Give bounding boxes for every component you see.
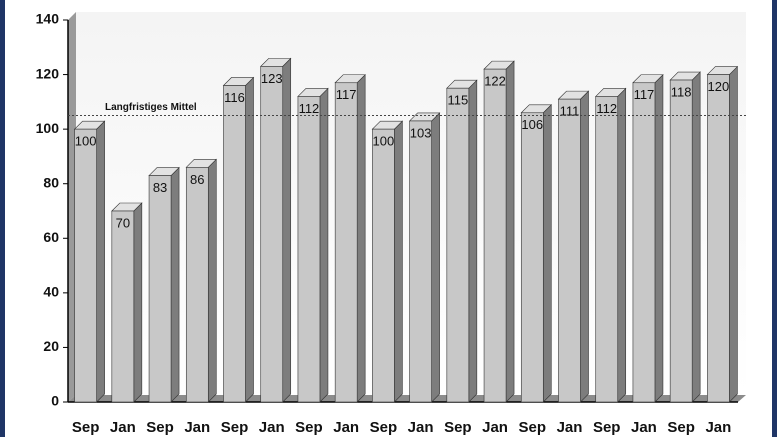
x-tick-label: Jan [333,419,359,436]
data-label: 117 [336,87,357,102]
data-label: 83 [153,180,167,195]
bar [260,66,284,403]
y-tick-label: 40 [43,284,59,300]
data-label: 103 [410,125,432,140]
x-tick-label: Jan [259,419,285,436]
bar [297,96,321,403]
bar-side [580,90,589,403]
x-tick-label: Sep [221,419,249,436]
bar [558,98,581,403]
bar-side [394,120,403,403]
data-label: 112 [299,101,320,116]
bar-side [505,60,515,403]
bar [446,87,470,403]
bar-side [170,166,180,403]
x-tick-label: Sep [370,419,398,436]
bar [148,175,172,403]
bar [520,112,544,403]
bar-side [245,76,254,403]
y-tick-label: 100 [36,120,60,136]
y-tick-label: 60 [43,229,59,245]
x-tick-label: Jan [631,419,657,436]
reference-label: Langfristiges Mittel [105,102,197,113]
x-tick-label: Jan [184,419,210,436]
bar-side [356,74,366,403]
bar-side [542,104,552,403]
bar-side [96,120,105,403]
data-label: 115 [447,93,468,108]
bar-side [729,65,738,403]
x-tick-label: Jan [705,419,731,436]
bar-side [654,74,664,403]
data-label: 118 [671,84,692,99]
bar-side [207,158,217,403]
bar [669,79,693,403]
bar [185,167,209,403]
bar [595,96,619,403]
data-label: 100 [75,134,97,149]
x-tick-label: Jan [482,419,508,436]
data-label: 116 [224,90,245,105]
x-tick-label: Sep [72,419,100,436]
bar-side [133,202,143,403]
bar [632,82,656,403]
x-tick-label: Jan [110,419,136,436]
bar [707,74,730,403]
bar [223,85,246,403]
x-tick-label: Jan [557,419,583,436]
data-label: 112 [596,101,617,116]
data-label: 100 [373,134,395,149]
bar-side [468,79,478,403]
x-tick-label: Jan [408,419,434,436]
bar [74,128,97,403]
data-label: 111 [560,104,580,119]
frame-left [0,0,5,437]
data-label: 86 [190,172,204,187]
bar-side [691,71,701,403]
y-tick-label: 80 [43,174,59,190]
bar-side [431,112,440,403]
y-tick-label: 140 [36,11,60,27]
data-label: 123 [261,71,283,86]
side-wall [68,12,76,402]
frame-right [772,0,777,437]
data-label: 122 [484,74,506,89]
y-tick-label: 20 [43,338,59,354]
bar-side [319,87,329,403]
data-label: 120 [708,79,730,94]
y-tick-label: 120 [36,65,60,81]
x-tick-label: Sep [593,419,621,436]
bar [409,120,432,403]
data-label: 70 [116,215,130,230]
bar [372,128,395,403]
bar-side [282,57,292,403]
x-tick-label: Sep [667,419,695,436]
y-tick-label: 0 [51,393,59,409]
data-label: 106 [521,117,543,132]
x-tick-label: Sep [295,419,323,436]
bar [334,82,358,403]
x-tick-label: Sep [519,419,547,436]
data-label: 117 [634,87,655,102]
bar-side [617,87,627,403]
bar [111,210,135,403]
bar [483,68,507,403]
x-tick-label: Sep [146,419,174,436]
x-tick-label: Sep [444,419,472,436]
